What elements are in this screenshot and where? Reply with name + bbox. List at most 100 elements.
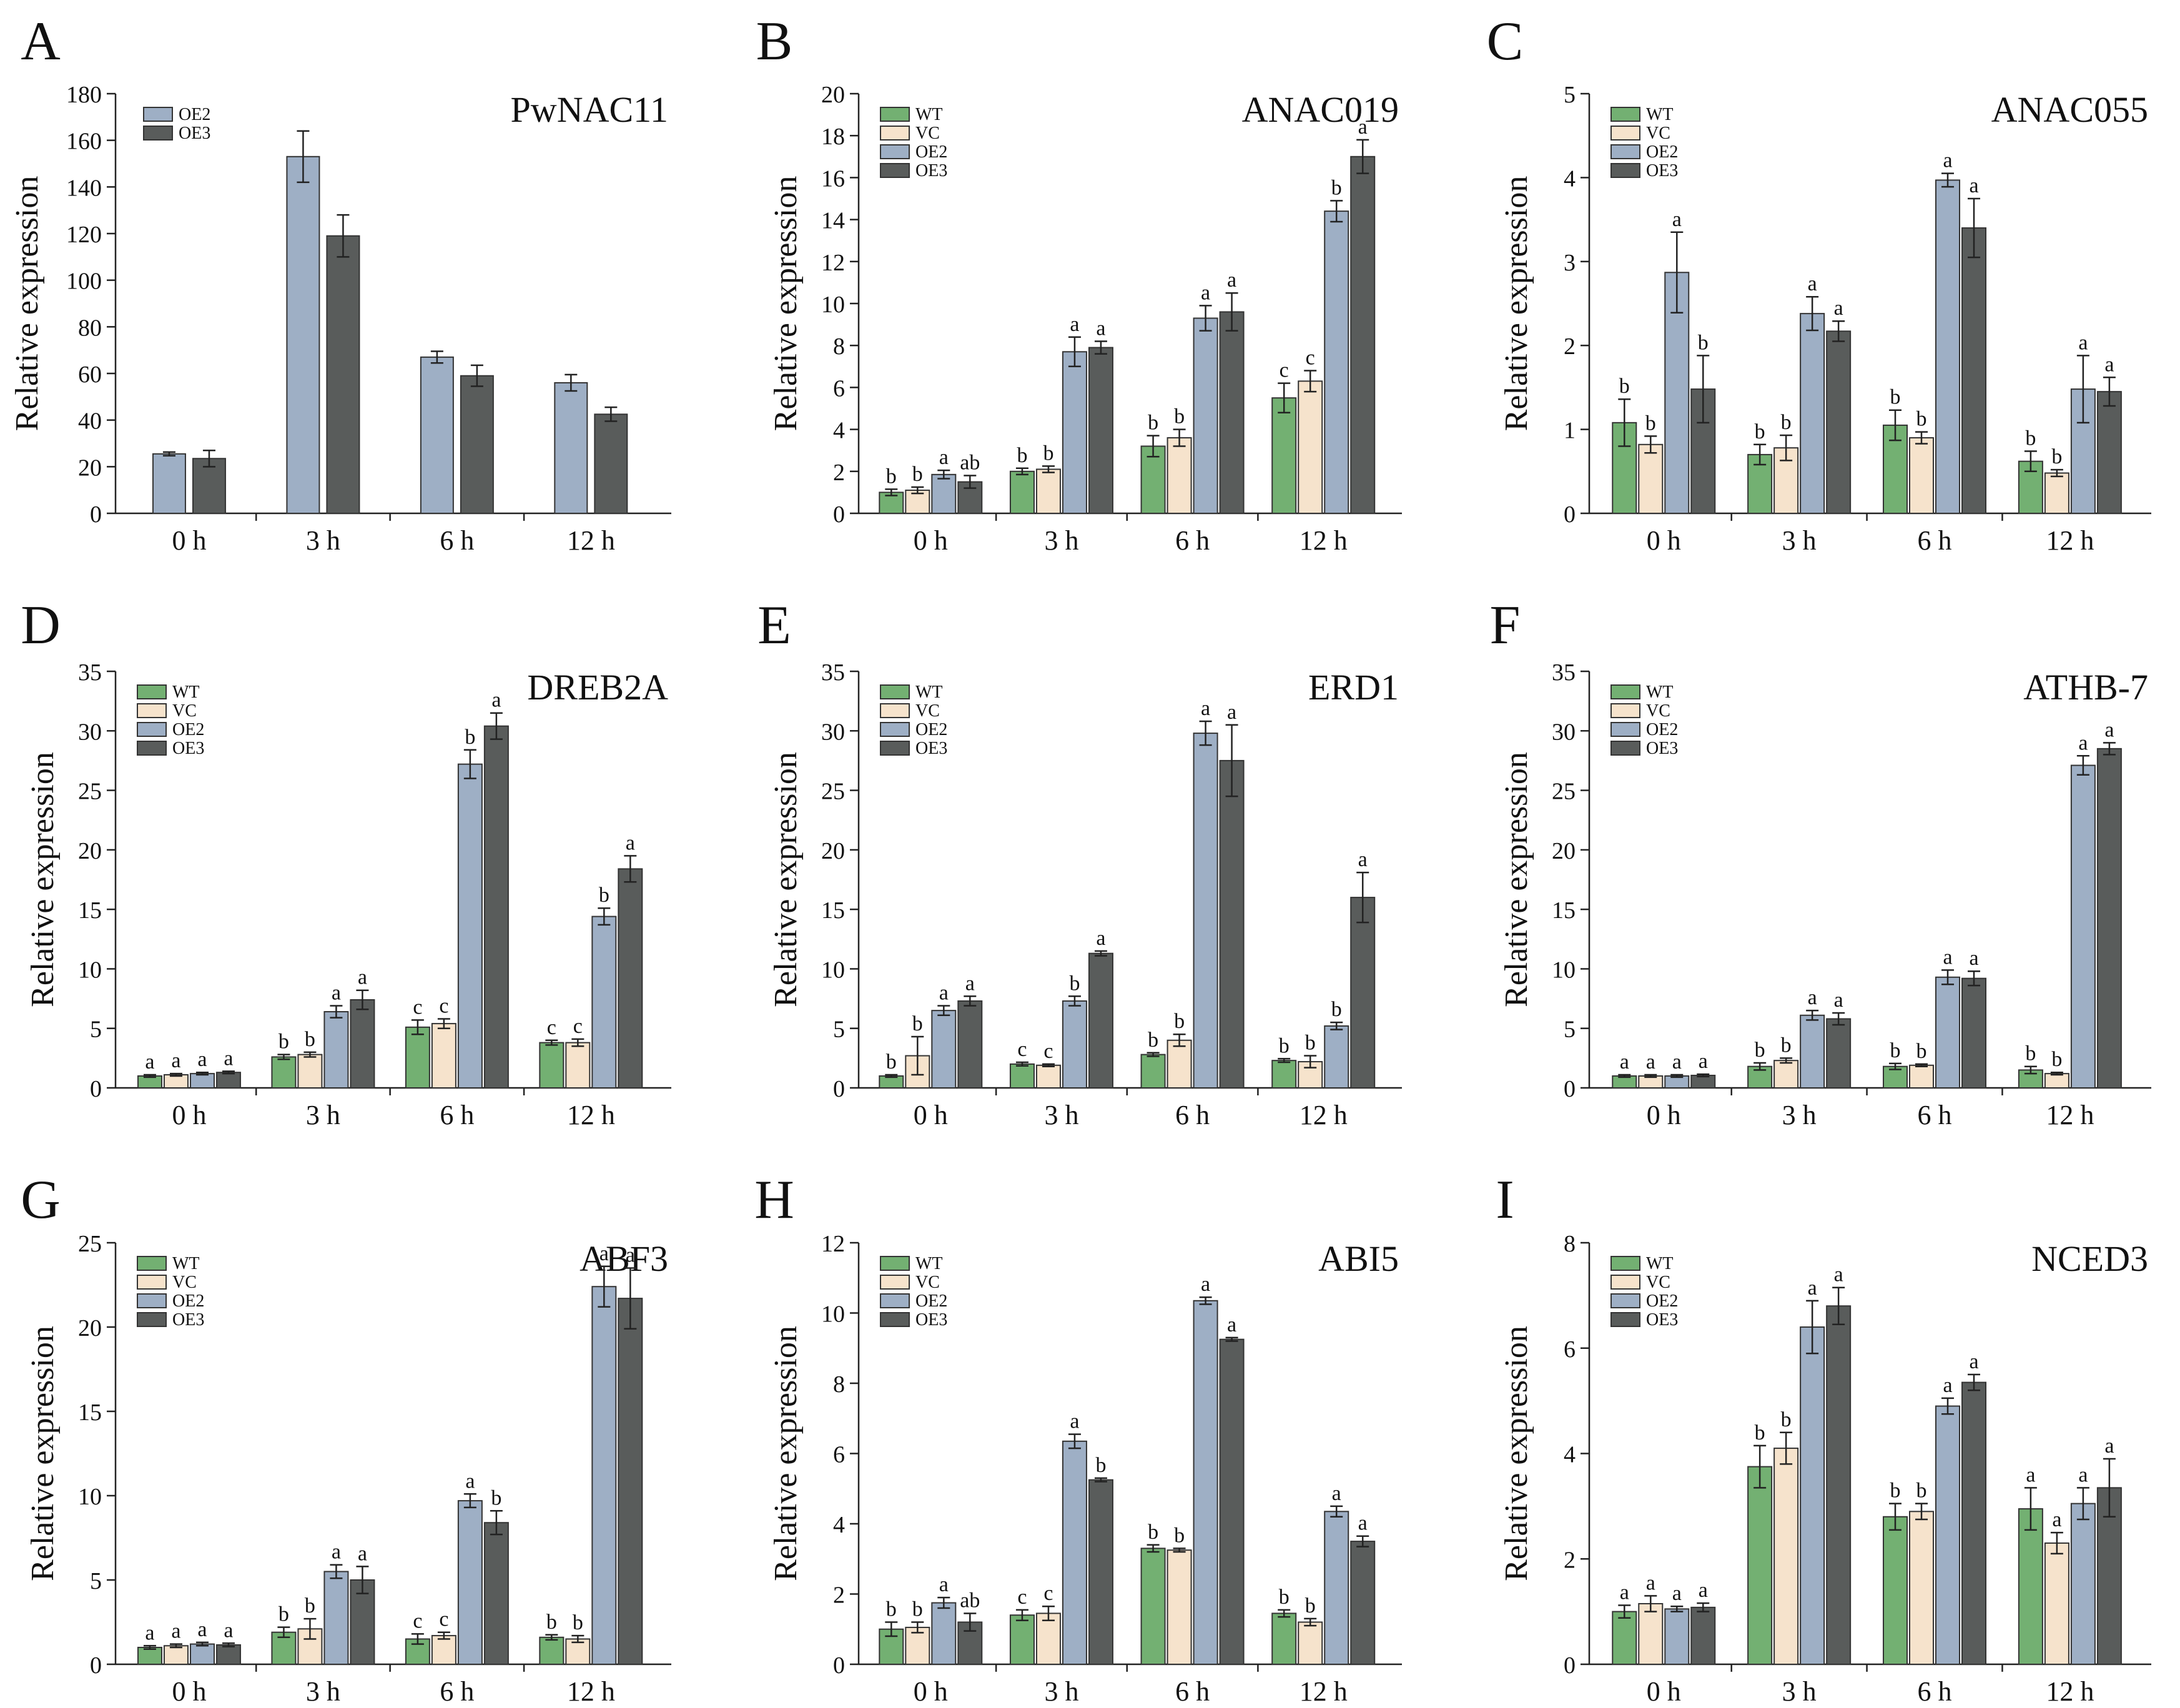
x-tick-label: 6 h [1918,1100,1952,1130]
bar-VC-3 [2044,1073,2069,1089]
x-tick-label: 6 h [440,1676,474,1707]
legend-swatch-OE2 [1610,1293,1640,1308]
y-tick-label: 8 [1564,1231,1576,1257]
bar-OE2-3 [2070,764,2096,1088]
bar-OE2-2 [1935,179,1961,514]
y-tick-label: 15 [1552,897,1576,924]
significance-letter: a [1227,701,1236,724]
significance-letter: a [145,1050,154,1074]
panel-letter: H [754,1170,794,1230]
bar-OE2-0 [931,1010,957,1088]
bar-OE2-3 [554,382,588,515]
significance-letter: b [1148,412,1158,435]
x-tick-label: 12 h [567,1676,615,1707]
significance-letter: a [1834,1263,1843,1286]
x-tick-label: 12 h [2046,525,2094,556]
legend-label: OE2 [1646,720,1678,739]
legend-label: VC [1646,701,1670,721]
x-tick-label: 6 h [1918,1676,1952,1707]
significance-letter: a [1808,1276,1817,1300]
y-tick-label: 180 [66,82,102,108]
significance-letter: a [358,966,367,989]
bar-OE2-0 [152,453,186,514]
legend-label: OE3 [1646,1310,1678,1330]
significance-letter: b [1331,998,1342,1021]
y-tick-label: 25 [78,779,102,805]
significance-letter: a [1969,947,1978,970]
y-tick-label: 10 [78,957,102,983]
significance-letter: b [912,1598,923,1621]
legend-label: OE3 [915,739,947,758]
bar-OE2-1 [323,1571,349,1665]
legend-label: OE3 [172,1310,204,1330]
legend-label: OE2 [1646,1291,1678,1311]
legend-swatch-VC [1610,1275,1640,1290]
significance-letter: b [1148,1029,1158,1052]
significance-letter: a [1699,1050,1708,1073]
legend-label: VC [915,1273,940,1292]
legend-swatch-WT [1610,684,1640,699]
x-tick-label: 12 h [1300,525,1348,556]
x-tick-label: 3 h [306,1100,340,1130]
legend-label: OE2 [172,1291,204,1311]
significance-letter: c [1306,347,1315,370]
significance-letter: a [1201,697,1210,720]
bar-WT-3 [539,1042,565,1089]
significance-letter: b [1755,1039,1765,1062]
significance-letter: b [279,1030,289,1054]
x-tick-label: 0 h [172,1100,206,1130]
panel-letter: B [756,11,793,72]
significance-letter: b [886,1050,897,1074]
y-tick-label: 5 [1564,1017,1576,1043]
bar-VC-1 [297,1054,323,1089]
bar-VC-2 [1909,1064,1935,1088]
significance-letter: a [1201,1273,1210,1296]
y-tick-label: 6 [1564,1336,1576,1363]
panel-letter: C [1487,11,1524,72]
y-tick-label: 35 [1552,659,1576,686]
bar-OE3-1 [326,235,360,514]
panel-A: A PwNAC11 0 20 40 60 80 100 120 140 160 180 Relative… [9,11,671,556]
significance-letter: b [1645,412,1656,435]
y-tick-label: 4 [833,1512,845,1538]
bar-WT-1 [271,1056,297,1088]
bar-VC-0 [1638,1602,1664,1665]
bar-OE3-1 [1826,330,1852,514]
significance-letter: a [1969,174,1978,197]
significance-letter: a [1620,1050,1629,1074]
bar-OE2-2 [457,763,483,1089]
bar-VC-3 [565,1042,591,1089]
significance-letter: a [2026,1463,2035,1486]
x-tick-label: 0 h [172,1676,206,1707]
y-tick-label: 0 [833,1076,845,1102]
significance-letter: b [1331,176,1342,199]
y-tick-label: 2 [1564,333,1576,360]
y-tick-label: 140 [66,175,102,201]
y-tick-label: 5 [833,1017,845,1043]
bar-WT-2 [1140,1054,1166,1089]
legend-swatch-WT [137,1256,167,1271]
significance-letter: b [1890,1039,1901,1062]
gene-title: ANAC019 [1242,89,1399,130]
legend-swatch-OE3 [880,1312,910,1327]
significance-letter: b [912,463,923,486]
significance-letter: ab [960,452,980,475]
y-tick-label: 20 [78,455,102,481]
y-tick-label: 25 [78,1231,102,1257]
bar-WT-1 [1009,1063,1035,1089]
significance-letter: a [1943,1374,1952,1397]
significance-letter: a [224,1047,233,1070]
significance-letter: a [358,1542,367,1565]
legend-swatch-VC [1610,703,1640,718]
legend-swatch-OE3 [1610,741,1640,756]
significance-letter: b [886,465,897,488]
bar-OE2-1 [323,1011,349,1089]
legend-swatch-VC [1610,126,1640,141]
panel-letter: A [21,11,61,72]
bar-VC-2 [431,1023,456,1088]
significance-letter: a [332,982,341,1005]
significance-letter: a [599,1242,609,1265]
bar-OE3-3 [1350,155,1376,515]
